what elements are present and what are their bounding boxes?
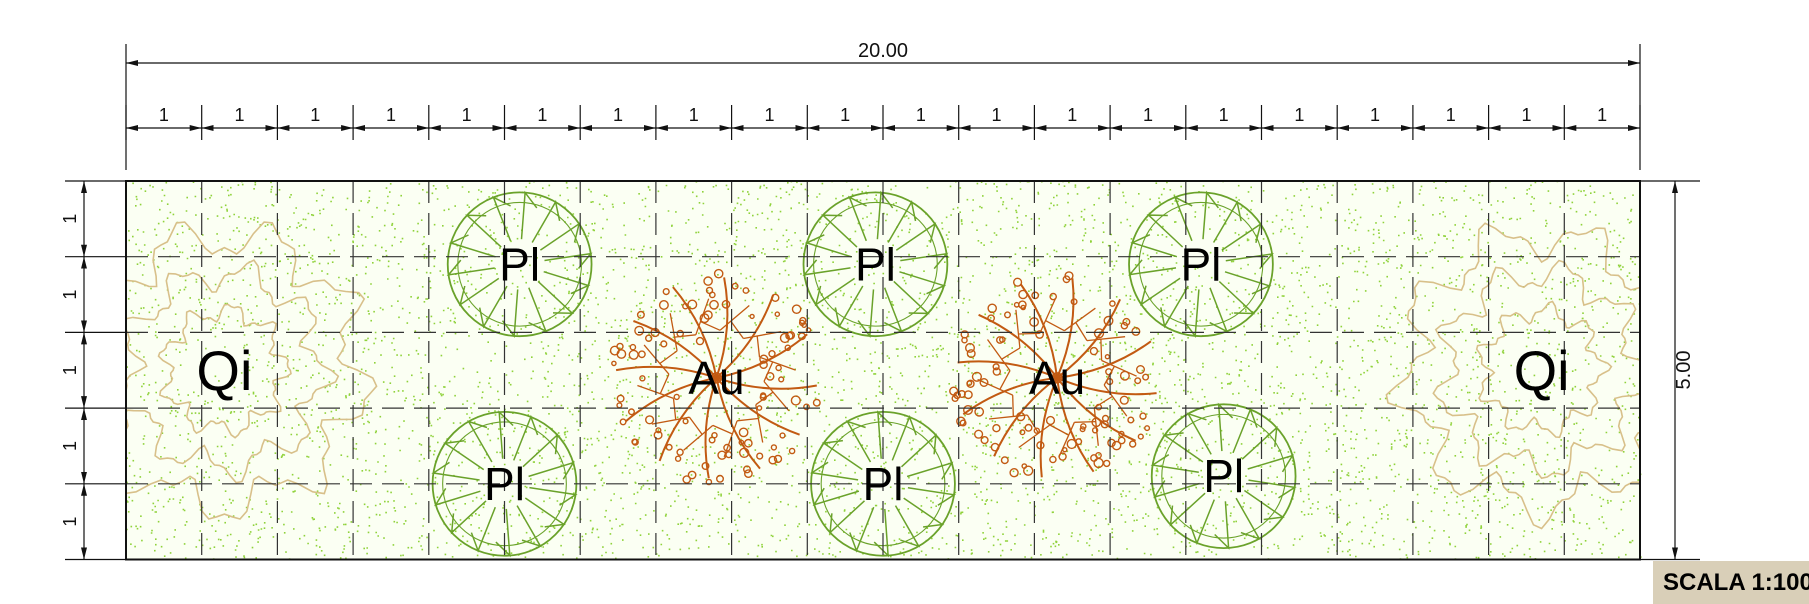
plant-label-pl: Pl [484,458,525,510]
module-dimension-label: 1 [1143,105,1153,125]
module-dimension-label: 1 [462,105,472,125]
plant-label-qi: Qi [196,339,252,402]
module-dimension-label: 1 [764,105,774,125]
module-dimension-label: 1 [1219,105,1229,125]
qi-tree-icon [126,221,378,520]
pl-tree-icon [1127,190,1274,339]
row-dimension-label: 1 [60,441,80,451]
total-height-label: 5.00 [1673,351,1695,390]
pl-tree-icon [1150,402,1297,550]
plant-label-pl: Pl [863,458,904,510]
module-dimension-label: 1 [1294,105,1304,125]
planting-bed [126,180,1642,561]
qi-tree-icon [1385,222,1640,530]
plant-label-pl: Pl [1203,450,1244,502]
pl-tree-icon [802,190,949,339]
plant-label-au: Au [688,352,744,404]
au-tree-icon [609,268,821,486]
module-dimension-label: 1 [916,105,926,125]
plant-label-pl: Pl [499,238,540,290]
row-dimension-label: 1 [60,517,80,527]
scale-label: SCALA 1:100 [1653,561,1809,604]
dimension-lines: 20.00 5.00 1 1 1 1 1 1 1 1 1 1 1 1 1 1 1 1 1 1 1 1 1 1 1 1 1 [60,40,1700,561]
plants-layer [126,190,1640,558]
module-dimension-label: 1 [537,105,547,125]
row-dimension-label: 1 [60,365,80,375]
module-dimension-label: 1 [992,105,1002,125]
row-dimension-label: 1 [60,290,80,300]
bed-outline [125,180,1641,561]
module-dimension-label: 1 [1446,105,1456,125]
module-dimension-label: 1 [159,105,169,125]
module-grid [125,180,1641,561]
plant-label-pl: Pl [855,238,896,290]
plant-label-qi: Qi [1514,339,1570,402]
module-dimension-label: 1 [1597,105,1607,125]
module-dimension-label: 1 [310,105,320,125]
module-dimension-label: 1 [235,105,245,125]
au-tree-icon [949,271,1157,478]
row-dimension-label: 1 [60,214,80,224]
total-width-label: 20.00 [858,40,908,62]
plant-label-au: Au [1029,352,1085,404]
plant-labels: Qi Pl Pl Au Pl Pl Au Pl Pl Qi [196,238,1569,510]
module-dimension-label: 1 [840,105,850,125]
module-dimension-label: 1 [1067,105,1077,125]
module-dimension-label: 1 [386,105,396,125]
pl-tree-icon [446,190,593,339]
module-dimension-label: 1 [1370,105,1380,125]
module-dimension-label: 1 [613,105,623,125]
module-dimension-label: 1 [689,105,699,125]
plant-label-pl: Pl [1180,238,1221,290]
module-dimension-label: 1 [1521,105,1531,125]
